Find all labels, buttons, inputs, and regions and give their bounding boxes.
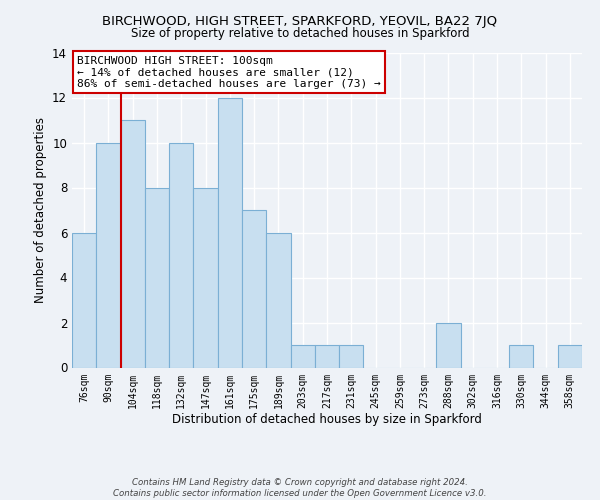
Bar [290,345,315,368]
Y-axis label: Number of detached properties: Number of detached properties [34,117,47,303]
Bar [266,232,290,368]
Text: Size of property relative to detached houses in Sparkford: Size of property relative to detached ho… [131,28,469,40]
Bar [436,322,461,368]
Bar [96,142,121,368]
Bar [193,188,218,368]
Text: BIRCHWOOD HIGH STREET: 100sqm
← 14% of detached houses are smaller (12)
86% of s: BIRCHWOOD HIGH STREET: 100sqm ← 14% of d… [77,56,381,89]
X-axis label: Distribution of detached houses by size in Sparkford: Distribution of detached houses by size … [172,413,482,426]
Bar [315,345,339,368]
Bar [339,345,364,368]
Text: BIRCHWOOD, HIGH STREET, SPARKFORD, YEOVIL, BA22 7JQ: BIRCHWOOD, HIGH STREET, SPARKFORD, YEOVI… [103,15,497,28]
Bar [509,345,533,368]
Bar [145,188,169,368]
Bar [121,120,145,368]
Bar [72,232,96,368]
Bar [169,142,193,368]
Bar [218,98,242,368]
Bar [558,345,582,368]
Text: Contains HM Land Registry data © Crown copyright and database right 2024.
Contai: Contains HM Land Registry data © Crown c… [113,478,487,498]
Bar [242,210,266,368]
